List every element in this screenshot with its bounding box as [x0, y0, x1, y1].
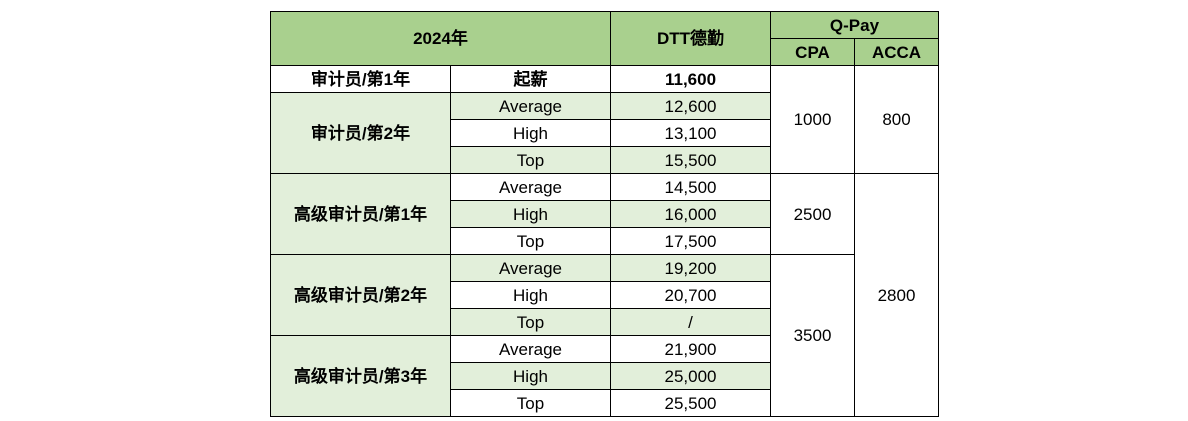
tier-label: Top	[450, 146, 611, 174]
cpa-header: CPA	[770, 38, 855, 66]
qpay-header: Q-Pay	[770, 11, 939, 39]
cpa-bonus-senior-2-3: 3500	[770, 254, 855, 417]
acca-bonus-senior: 2800	[854, 173, 939, 417]
year-header: 2024年	[270, 11, 611, 66]
tier-label: High	[450, 362, 611, 390]
salary-value: 14,500	[610, 173, 771, 201]
salary-value: 25,000	[610, 362, 771, 390]
tier-label: High	[450, 200, 611, 228]
level-label: 高级审计员/第1年	[270, 173, 451, 255]
level-label: 审计员/第1年	[270, 65, 451, 93]
salary-value: 16,000	[610, 200, 771, 228]
salary-value: 15,500	[610, 146, 771, 174]
tier-label: High	[450, 119, 611, 147]
salary-value: 19,200	[610, 254, 771, 282]
cpa-bonus-senior-1: 2500	[770, 173, 855, 255]
tier-label: Average	[450, 254, 611, 282]
salary-value: 25,500	[610, 389, 771, 417]
acca-bonus-auditor: 800	[854, 65, 939, 174]
salary-value: /	[610, 308, 771, 336]
tier-label: High	[450, 281, 611, 309]
cpa-bonus-auditor: 1000	[770, 65, 855, 174]
tier-label: Top	[450, 389, 611, 417]
tier-label: Top	[450, 308, 611, 336]
firm-header: DTT德勤	[610, 11, 771, 66]
level-label: 高级审计员/第3年	[270, 335, 451, 417]
tier-label: Average	[450, 92, 611, 120]
salary-value: 13,100	[610, 119, 771, 147]
salary-value: 11,600	[610, 65, 771, 93]
acca-header: ACCA	[854, 38, 939, 66]
salary-value: 20,700	[610, 281, 771, 309]
level-label: 审计员/第2年	[270, 92, 451, 174]
salary-value: 12,600	[610, 92, 771, 120]
tier-label: 起薪	[450, 65, 611, 93]
tier-label: Top	[450, 227, 611, 255]
salary-table: 2024年 DTT德勤 Q-Pay CPA ACCA 审计员/第1年 起薪 11…	[270, 11, 939, 417]
tier-label: Average	[450, 173, 611, 201]
tier-label: Average	[450, 335, 611, 363]
salary-value: 21,900	[610, 335, 771, 363]
level-label: 高级审计员/第2年	[270, 254, 451, 336]
salary-value: 17,500	[610, 227, 771, 255]
